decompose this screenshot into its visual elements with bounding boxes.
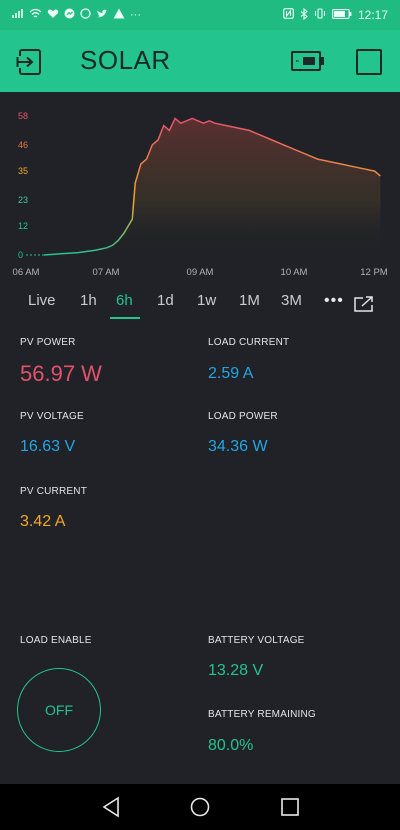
load-enable-toggle[interactable]: OFF	[17, 668, 101, 752]
signal-icon	[12, 8, 24, 22]
circle-home-icon	[190, 797, 210, 817]
y-tick-label: 23	[18, 195, 28, 205]
active-tab-indicator	[110, 317, 140, 319]
vibrate-icon	[314, 8, 326, 22]
app-bar: SOLAR	[0, 30, 400, 92]
y-tick-label: 46	[18, 140, 28, 150]
tab-1d[interactable]: 1d	[157, 292, 174, 309]
battery-status-icon	[332, 8, 352, 22]
exit-icon	[16, 49, 41, 75]
x-tick-label: 07 AM	[93, 267, 120, 278]
tab-6h[interactable]: 6h	[116, 292, 133, 309]
x-tick-label: 10 AM	[281, 267, 308, 278]
tab-3m[interactable]: 3M	[281, 292, 302, 309]
series-area	[44, 118, 381, 256]
chart-svg: 0 12 23 35 46 58 06 AM 07 AM 09 AM 10 AM 12 PM	[13, 111, 388, 278]
tab-1m[interactable]: 1M	[239, 292, 260, 309]
pv-current-label: PV CURRENT	[20, 486, 88, 497]
tab-1w[interactable]: 1w	[197, 292, 217, 309]
whatsapp-icon	[80, 8, 91, 22]
back-button[interactable]	[16, 47, 46, 77]
battery-voltage-label: BATTERY VOLTAGE	[208, 635, 305, 646]
battery-voltage-value: 13.28 V	[208, 662, 264, 679]
more-notifications-icon: ···	[130, 9, 141, 21]
period-tabs: Live 1h 6h 1d 1w 1M 3M •••	[0, 288, 400, 320]
x-tick-label: 09 AM	[187, 267, 214, 278]
pv-current-value: 3.42 A	[20, 513, 66, 530]
y-tick-label: 12	[18, 221, 28, 231]
pv-voltage-label: PV VOLTAGE	[20, 411, 84, 422]
load-enable-label: LOAD ENABLE	[20, 635, 92, 646]
pv-voltage-value: 16.63 V	[20, 438, 76, 455]
bluetooth-icon	[300, 7, 308, 23]
battery-remaining-label: BATTERY REMAINING	[208, 709, 316, 720]
nav-home-button[interactable]	[189, 796, 211, 823]
status-icons-left: ···	[12, 8, 141, 22]
load-power-value: 34.36 W	[208, 438, 268, 455]
status-time: 12:17	[357, 8, 388, 22]
tab-live[interactable]: Live	[28, 292, 56, 309]
load-power-label: LOAD POWER	[208, 411, 278, 422]
app-title: SOLAR	[80, 45, 171, 75]
navigation-bar	[0, 784, 400, 830]
nfc-icon	[283, 8, 294, 22]
square-recents-icon	[281, 798, 299, 816]
x-tick-label: 12 PM	[360, 267, 388, 278]
device-button[interactable]	[356, 49, 382, 75]
heart-icon	[47, 8, 59, 22]
battery-icon	[291, 51, 324, 71]
tab-1h[interactable]: 1h	[80, 292, 97, 309]
nav-recents-button[interactable]	[279, 796, 301, 823]
battery-widget-button[interactable]	[290, 48, 326, 74]
twitter-icon	[96, 9, 108, 22]
load-enable-state: OFF	[45, 702, 73, 718]
pv-power-label: PV POWER	[20, 337, 76, 348]
nav-back-button[interactable]	[101, 796, 121, 823]
load-current-value: 2.59 A	[208, 365, 254, 382]
pv-power-value: 56.97 W	[20, 361, 102, 386]
load-current-label: LOAD CURRENT	[208, 337, 290, 348]
share-button[interactable]	[354, 296, 374, 312]
pv-power-chart[interactable]: 0 12 23 35 46 58 06 AM 07 AM 09 AM 10 AM 12 PM	[0, 92, 400, 282]
status-icons-right: 12:17	[283, 7, 388, 23]
y-tick-label: 0	[18, 250, 23, 260]
warning-icon	[113, 8, 125, 22]
triangle-back-icon	[102, 796, 119, 818]
messenger-icon	[64, 8, 75, 22]
y-tick-label: 35	[18, 166, 28, 176]
status-bar: ··· 12:17	[0, 0, 400, 30]
x-tick-label: 06 AM	[13, 267, 40, 278]
export-icon	[354, 296, 373, 312]
more-button[interactable]: •••	[324, 292, 344, 309]
wifi-icon	[29, 8, 42, 22]
series-line	[43, 117, 381, 256]
battery-remaining-value: 80.0%	[208, 737, 254, 754]
y-tick-label: 58	[18, 111, 28, 121]
